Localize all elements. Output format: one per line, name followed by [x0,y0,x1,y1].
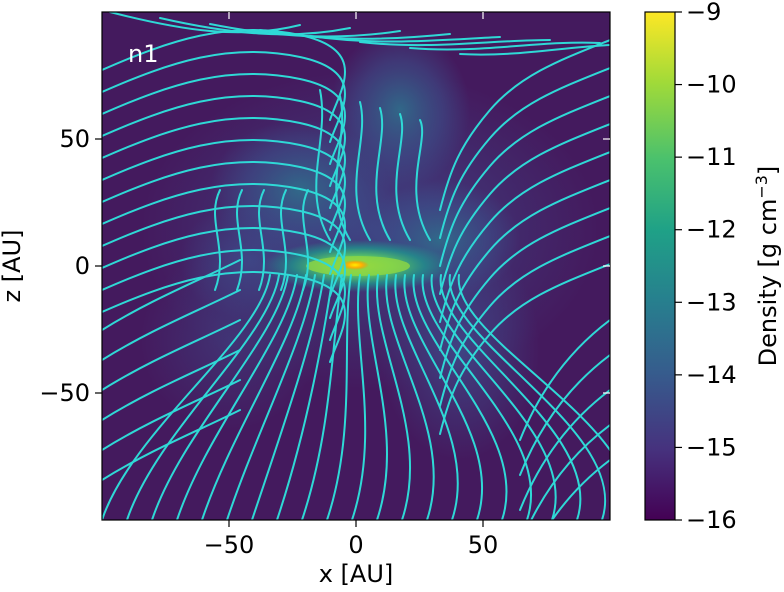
y-tick-label: 0 [75,252,90,280]
colorbar-tick-label: −16 [686,506,737,534]
streamline [280,189,287,291]
y-axis-ticks: 50 0 −50 [39,125,610,407]
streamline [439,39,610,211]
streamline [102,349,241,421]
streamline [459,44,610,56]
colorbar [644,11,676,521]
streamline [412,274,508,520]
streamline [102,319,241,391]
plot-area [102,12,610,520]
colorbar-tick-label: −14 [686,361,737,389]
streamline [315,89,331,241]
streamline [102,204,346,297]
streamline [102,226,346,319]
streamline [439,67,610,239]
x-axis-label: x [AU] [319,560,394,588]
colorbar-tick-label: −11 [686,143,737,171]
streamline [226,274,316,520]
streamline [395,113,411,241]
streamline [326,274,352,520]
colorbar-tick-label: −12 [686,216,737,244]
streamline [102,379,241,451]
streamline [439,179,610,351]
y-tick-label: −50 [39,379,90,407]
streamline [102,116,346,209]
streamline [102,270,346,363]
streamline [415,119,431,241]
streamline [530,424,610,520]
streamline [439,274,582,520]
streamline [102,160,346,253]
x-tick-label: 50 [468,531,499,559]
streamline [439,123,610,295]
streamline [102,138,346,231]
colorbar-tick-label: −10 [686,71,737,99]
streamline [126,274,280,520]
streamline [448,274,606,520]
streamline [375,274,412,520]
streamline [176,274,298,520]
streamline [439,235,610,407]
colorbar-tick-label: −13 [686,288,737,316]
streamline [102,409,241,481]
streamline [151,274,289,520]
streamline [403,274,484,520]
streamline [102,274,271,520]
streamline [439,95,610,267]
streamline [421,274,533,520]
streamline [276,274,334,520]
y-axis-label: z [AU] [0,230,26,303]
magnetic-field-streamlines [102,12,610,520]
streamline [366,274,388,520]
disk-core [341,260,369,270]
streamline [409,41,601,51]
streamline [457,274,610,452]
streamline [394,274,459,520]
y-tick-label: 50 [59,125,90,153]
streamline [214,189,221,291]
streamline [159,17,351,36]
streamline [102,182,346,275]
colorbar-ticks: −9 −10 −11 −12 −13 −14 −15 −16 [675,0,737,534]
streamline [351,274,367,520]
streamline [375,107,391,241]
streamline [550,459,610,520]
streamline [102,94,346,187]
streamline [519,354,610,476]
streamline [102,248,346,341]
streamline [102,259,241,331]
streamline [201,274,307,520]
streamline [258,189,265,291]
colorbar-tick-label: −9 [686,0,721,26]
streamline [301,274,343,520]
streamline [335,95,351,241]
streamline [519,319,610,441]
streamline [519,389,610,511]
colorbar-label: Density [g cm−3] [752,166,782,367]
streamline [430,274,557,520]
colorbar-tick-label: −15 [686,433,737,461]
streamline [385,274,435,520]
streamline [251,274,325,520]
streamline [309,35,501,43]
streamline [102,289,241,361]
streamline [359,39,551,47]
streamline [259,29,451,40]
x-tick-label: 0 [348,531,363,559]
panel-label: n1 [128,40,158,68]
streamline [109,12,301,34]
streamline [236,189,243,291]
streamline [355,101,371,241]
x-tick-label: −50 [204,531,255,559]
x-axis-ticks: −50 0 50 [204,12,499,559]
